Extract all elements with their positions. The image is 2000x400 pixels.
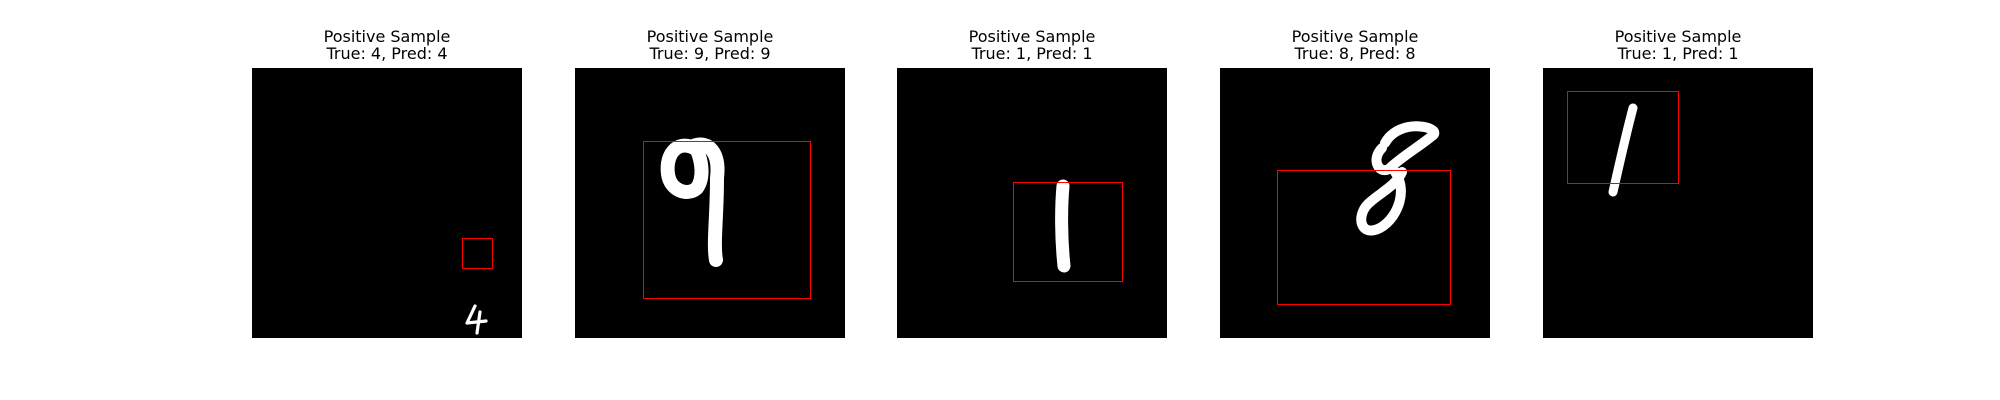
detection-box xyxy=(1567,91,1679,184)
panel-caption: True: 9, Pred: 9 xyxy=(649,44,771,63)
digit-9-stroke xyxy=(660,137,725,267)
sample-panel-5: Positive Sample True: 1, Pred: 1 xyxy=(1543,0,1813,400)
panel-caption: True: 1, Pred: 1 xyxy=(971,44,1093,63)
panel-caption: True: 4, Pred: 4 xyxy=(326,44,448,63)
panel-title: Positive Sample True: 4, Pred: 4 xyxy=(212,28,562,62)
panel-label: Positive Sample xyxy=(968,27,1096,46)
detection-box xyxy=(643,141,811,299)
digit-4-stroke xyxy=(465,304,488,335)
panel-caption: True: 1, Pred: 1 xyxy=(1617,44,1739,63)
panel-label: Positive Sample xyxy=(1614,27,1742,46)
panel-title: Positive Sample True: 9, Pred: 9 xyxy=(535,28,885,62)
panel-title: Positive Sample True: 8, Pred: 8 xyxy=(1180,28,1530,62)
panel-caption: True: 8, Pred: 8 xyxy=(1294,44,1416,63)
panel-label: Positive Sample xyxy=(1291,27,1419,46)
panel-label: Positive Sample xyxy=(323,27,451,46)
digit-8-stroke xyxy=(1356,121,1440,236)
panel-title: Positive Sample True: 1, Pred: 1 xyxy=(857,28,1207,62)
panel-label: Positive Sample xyxy=(646,27,774,46)
detection-box xyxy=(1277,170,1451,305)
sample-panel-3: Positive Sample True: 1, Pred: 1 xyxy=(897,0,1167,400)
digit-image xyxy=(575,68,845,338)
digit-1-stroke xyxy=(1055,179,1071,273)
digit-image xyxy=(1220,68,1490,338)
digit-image xyxy=(1543,68,1813,338)
detection-box xyxy=(462,238,493,269)
detection-box xyxy=(1013,182,1123,282)
digit-image xyxy=(252,68,522,338)
sample-panel-2: Positive Sample True: 9, Pred: 9 xyxy=(575,0,845,400)
digit-image xyxy=(897,68,1167,338)
panel-title: Positive Sample True: 1, Pred: 1 xyxy=(1503,28,1853,62)
sample-panel-4: Positive Sample True: 8, Pred: 8 xyxy=(1220,0,1490,400)
digit-1-stroke xyxy=(1608,103,1638,197)
sample-panel-1: Positive Sample True: 4, Pred: 4 xyxy=(252,0,522,400)
